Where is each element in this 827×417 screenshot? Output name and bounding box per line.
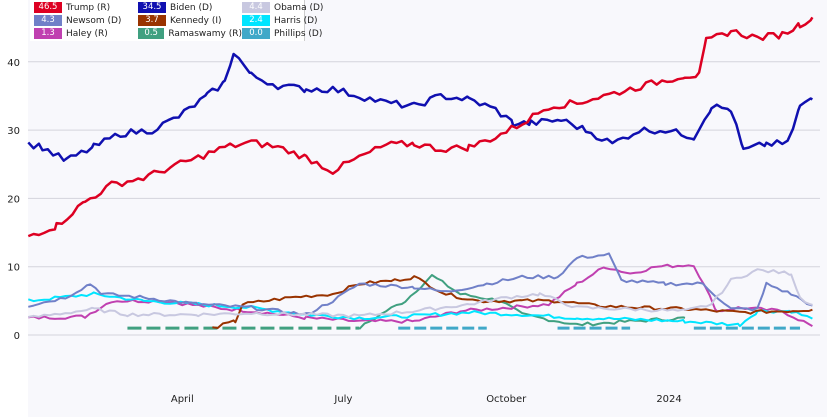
legend-label: Trump (R) bbox=[66, 2, 111, 13]
y-tick-label: 30 bbox=[7, 126, 20, 137]
legend-value-badge: 0.5 bbox=[138, 28, 165, 39]
legend-label: Kennedy (I) bbox=[170, 15, 222, 26]
legend-value-badge: 2.4 bbox=[242, 15, 270, 26]
legend-item[interactable]: 1.3 Haley (R) bbox=[34, 28, 138, 39]
legend-item[interactable]: 0.5 Ramaswamy (R) bbox=[138, 28, 242, 39]
plot-background bbox=[28, 0, 827, 417]
x-tick-label: July bbox=[333, 394, 352, 405]
legend-value-badge: 4.4 bbox=[242, 2, 270, 13]
legend-item[interactable]: 3.7 Kennedy (I) bbox=[138, 15, 242, 26]
x-tick-label: 2024 bbox=[656, 394, 681, 405]
legend-item[interactable]: 2.4 Harris (D) bbox=[242, 15, 338, 26]
series-line-obama bbox=[28, 268, 813, 319]
legend-value-badge: 3.7 bbox=[138, 15, 166, 26]
x-tick-label: October bbox=[486, 394, 527, 405]
legend-item[interactable]: 0.0 Phillips (D) bbox=[242, 28, 338, 39]
legend-label: Obama (D) bbox=[274, 2, 324, 13]
legend-label: Newsom (D) bbox=[66, 15, 122, 26]
legend-item[interactable]: 46.5 Trump (R) bbox=[34, 2, 138, 13]
legend-label: Biden (D) bbox=[170, 2, 213, 13]
legend-value-badge: 34.5 bbox=[138, 2, 166, 13]
series-line-newsom bbox=[28, 252, 813, 316]
x-tick-label: April bbox=[171, 394, 194, 405]
series-line-trump bbox=[27, 16, 814, 238]
legend-value-badge: 1.3 bbox=[34, 28, 62, 39]
series-line-ramaswamy bbox=[358, 274, 686, 330]
legend-value-badge: 46.5 bbox=[34, 2, 62, 13]
y-tick-label: 0 bbox=[14, 331, 20, 342]
legend-label: Phillips (D) bbox=[274, 28, 323, 39]
legend: 46.5 Trump (R) 34.5 Biden (D) 4.4 Obama (D) 4.… bbox=[30, 0, 323, 41]
y-tick-label: 10 bbox=[7, 263, 20, 274]
legend-value-badge: 4.3 bbox=[34, 15, 62, 26]
legend-label: Harris (D) bbox=[274, 15, 318, 26]
legend-item[interactable]: 4.4 Obama (D) bbox=[242, 2, 338, 13]
legend-item[interactable]: 34.5 Biden (D) bbox=[138, 2, 242, 13]
legend-label: Ramaswamy (R) bbox=[168, 28, 242, 39]
legend-label: Haley (R) bbox=[66, 28, 108, 39]
y-tick-label: 40 bbox=[7, 58, 20, 69]
legend-value-badge: 0.0 bbox=[242, 28, 270, 39]
legend-item[interactable]: 4.3 Newsom (D) bbox=[34, 15, 138, 26]
y-tick-label: 20 bbox=[7, 194, 20, 205]
series-line-biden bbox=[27, 52, 813, 162]
series-line-harris bbox=[27, 291, 813, 328]
series-line-kennedy bbox=[212, 275, 813, 329]
